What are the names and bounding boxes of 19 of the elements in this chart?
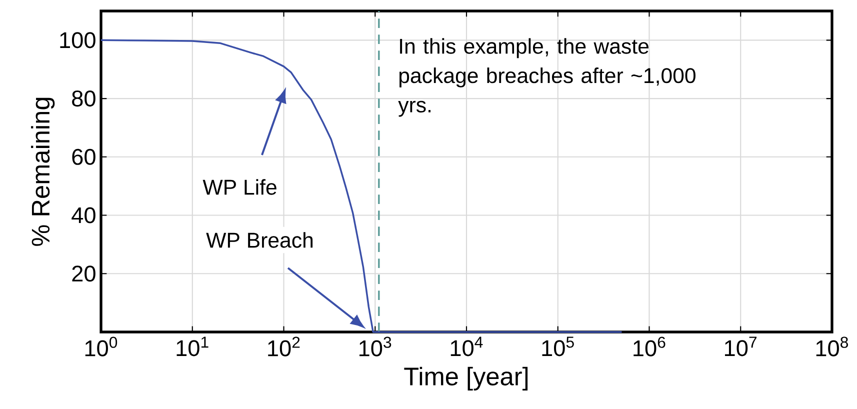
y-tick-label: 20 (72, 266, 96, 282)
x-tick-label: 10$^{3}$ (360, 336, 392, 356)
y-tick-label: 100 (60, 32, 96, 48)
annotation: In this example, the waste package breaches after ~1,000 yrs. (398, 38, 696, 117)
y-axis-title: % Remaining (31, 98, 55, 246)
annotation: WP Breach (206, 232, 313, 248)
x-tick-label: 10$^{6}$ (634, 336, 666, 356)
x-tick-label: 10$^{0}$ (85, 336, 118, 356)
x-tick-label: 10$^{1}$ (176, 336, 208, 356)
y-tick-label: 60 (72, 148, 96, 165)
x-tick-label: 10$^{8}$ (816, 336, 848, 356)
x-tick-label: 10$^{5}$ (542, 336, 574, 356)
x-tick-label: 10$^{4}$ (450, 336, 483, 356)
y-tick-label: 80 (72, 90, 96, 107)
x-tick-label: 10$^{2}$ (268, 336, 300, 356)
annotation: WP Life (202, 179, 276, 195)
x-tick-label: 10$^{7}$ (725, 336, 757, 356)
x-axis-title: Time [year] (404, 366, 528, 390)
y-tick-label: 40 (72, 207, 96, 224)
